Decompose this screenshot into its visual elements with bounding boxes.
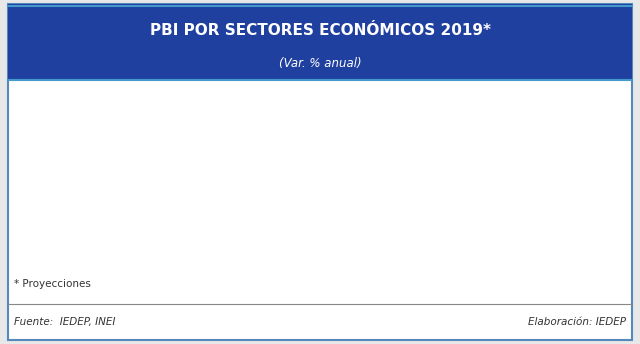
Text: Agropecuario: Agropecuario xyxy=(427,116,501,126)
Text: Servicios: Servicios xyxy=(427,141,477,151)
Text: Elaboración: IEDEP: Elaboración: IEDEP xyxy=(528,316,626,327)
Text: Manufactura: Manufactura xyxy=(427,216,497,226)
FancyBboxPatch shape xyxy=(8,4,632,80)
FancyBboxPatch shape xyxy=(394,214,415,228)
FancyBboxPatch shape xyxy=(394,89,415,104)
Bar xyxy=(348,205,375,280)
Bar xyxy=(214,187,241,280)
FancyBboxPatch shape xyxy=(8,4,632,340)
Text: Comercio: Comercio xyxy=(427,241,479,251)
Text: PBI POR SECTORES ECONÓMICOS 2019*: PBI POR SECTORES ECONÓMICOS 2019* xyxy=(150,23,490,38)
Text: Construcción: Construcción xyxy=(427,91,499,101)
Text: 3,5: 3,5 xyxy=(263,178,282,188)
FancyBboxPatch shape xyxy=(394,239,415,254)
Text: Pesca: Pesca xyxy=(427,266,459,276)
Bar xyxy=(259,190,286,280)
FancyBboxPatch shape xyxy=(394,164,415,179)
Text: 4,1: 4,1 xyxy=(84,162,103,172)
FancyBboxPatch shape xyxy=(394,139,415,153)
Bar xyxy=(124,174,152,280)
Text: 2,9: 2,9 xyxy=(352,193,371,203)
Text: 6,7: 6,7 xyxy=(40,95,58,105)
Text: 3,6: 3,6 xyxy=(218,175,237,185)
Bar xyxy=(303,200,331,280)
Text: Electricidad y agua: Electricidad y agua xyxy=(427,191,534,201)
Text: Mineria-Hidrocarburos: Mineria-Hidrocarburos xyxy=(427,166,550,176)
Text: 3,9: 3,9 xyxy=(173,168,192,178)
Text: (Var. % anual): (Var. % anual) xyxy=(278,57,362,69)
Bar xyxy=(79,174,108,280)
FancyBboxPatch shape xyxy=(394,189,415,203)
Text: * Proyecciones: * Proyecciones xyxy=(14,279,91,289)
FancyBboxPatch shape xyxy=(394,264,415,278)
Bar xyxy=(169,179,196,280)
Text: Fuente:  IEDEP, INEI: Fuente: IEDEP, INEI xyxy=(14,316,115,327)
Text: 3,1: 3,1 xyxy=(307,188,326,198)
Bar xyxy=(35,107,63,280)
FancyBboxPatch shape xyxy=(394,114,415,128)
Text: 4,1: 4,1 xyxy=(129,162,147,172)
